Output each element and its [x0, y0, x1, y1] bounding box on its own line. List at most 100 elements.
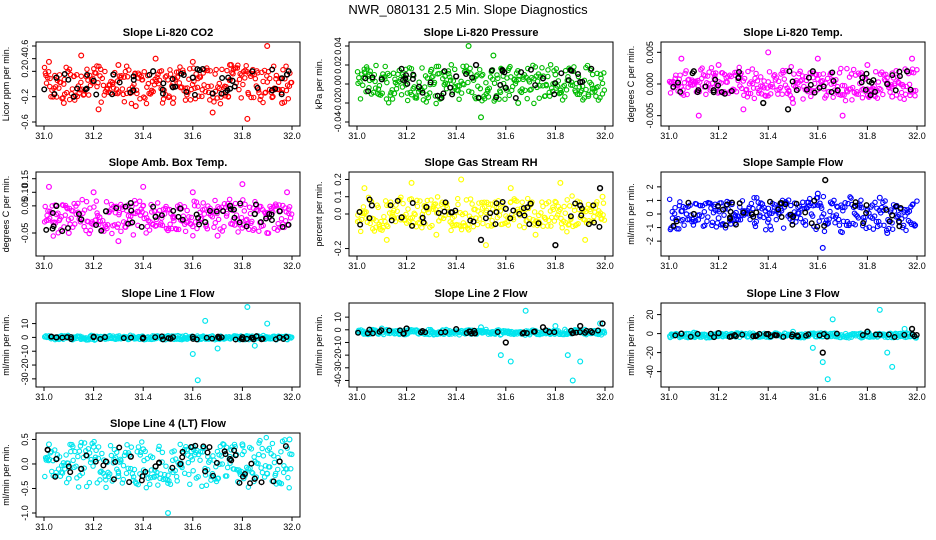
- data-point: [509, 83, 516, 90]
- data-point-black: [41, 86, 48, 93]
- data-point-black: [44, 446, 51, 453]
- y-axis-label: ml/min per min.: [1, 314, 11, 376]
- data-point-black: [535, 220, 542, 227]
- data-point-black: [911, 333, 918, 340]
- data-point-black: [833, 330, 840, 337]
- data-point: [912, 93, 918, 99]
- data-point: [125, 465, 131, 472]
- data-point: [100, 82, 107, 89]
- data-point: [423, 99, 430, 105]
- data-point: [515, 99, 522, 106]
- data-point: [740, 106, 747, 113]
- data-point: [756, 90, 762, 96]
- data-point-black: [721, 90, 728, 97]
- data-point: [203, 482, 210, 489]
- data-point: [754, 78, 761, 84]
- data-point: [387, 199, 394, 205]
- data-point: [124, 442, 130, 448]
- data-point: [846, 221, 852, 227]
- x-tick-label: 32.0: [908, 131, 926, 141]
- data-point: [814, 55, 821, 62]
- data-point: [718, 200, 725, 206]
- data-point: [84, 66, 90, 73]
- data-point: [745, 68, 751, 75]
- data-point: [160, 96, 167, 102]
- data-point: [192, 85, 198, 91]
- y-axis-label: percent per min.: [314, 181, 324, 246]
- data-point-black: [283, 334, 290, 341]
- data-point-black: [139, 335, 146, 342]
- data-point: [846, 335, 852, 341]
- data-point-black: [279, 75, 286, 82]
- data-point: [823, 93, 829, 99]
- data-point: [502, 96, 508, 102]
- data-point-black: [48, 333, 55, 340]
- data-point-black: [388, 217, 395, 224]
- data-point: [128, 100, 135, 107]
- data-point: [70, 443, 76, 450]
- y-tick-label: 0.10: [20, 184, 30, 202]
- data-point: [251, 454, 257, 460]
- data-point-black: [282, 443, 289, 450]
- data-point: [236, 86, 242, 93]
- data-point: [165, 510, 172, 517]
- data-point: [583, 86, 589, 93]
- data-point: [544, 223, 551, 229]
- data-point: [505, 222, 512, 228]
- data-point: [557, 179, 564, 186]
- data-point: [560, 84, 566, 90]
- data-point: [236, 76, 243, 83]
- data-point-black: [463, 330, 470, 337]
- data-point: [599, 80, 606, 87]
- data-point: [455, 201, 461, 208]
- y-tick-label: -0.04: [333, 112, 343, 133]
- data-point-black: [441, 68, 448, 75]
- data-point: [797, 78, 804, 84]
- data-point: [839, 112, 846, 119]
- data-point: [165, 472, 171, 479]
- data-point-black: [803, 86, 810, 93]
- data-point: [485, 223, 491, 229]
- data-point-black: [690, 210, 697, 218]
- data-point-black: [453, 73, 460, 80]
- data-point: [209, 213, 216, 220]
- data-point-black: [811, 197, 818, 204]
- data-point: [458, 226, 465, 233]
- data-point: [381, 213, 387, 220]
- data-point: [209, 109, 216, 116]
- data-point: [286, 210, 292, 217]
- data-point: [697, 202, 704, 209]
- data-point: [200, 200, 206, 206]
- data-point-black: [579, 78, 586, 85]
- data-point-black: [449, 91, 456, 98]
- chart-panel: Slope Li-820 Temp. degrees C per min. 31.0…: [626, 27, 926, 141]
- data-point: [564, 197, 570, 203]
- data-point-black: [531, 328, 538, 335]
- data-point: [421, 84, 428, 90]
- data-point: [249, 218, 255, 225]
- data-point-black: [590, 202, 597, 209]
- data-point-black: [159, 336, 166, 343]
- data-point-black: [420, 219, 427, 226]
- data-point: [557, 206, 563, 213]
- y-tick-label: -0.005: [645, 103, 655, 129]
- data-point: [495, 75, 501, 82]
- data-point: [190, 232, 196, 239]
- data-point: [494, 72, 500, 78]
- data-point-black: [53, 202, 60, 210]
- data-point: [482, 242, 489, 249]
- data-point-black: [674, 79, 681, 86]
- data-point-black: [169, 84, 177, 91]
- data-point: [563, 87, 570, 93]
- data-point: [270, 453, 277, 459]
- data-point: [120, 476, 127, 483]
- data-point: [107, 442, 114, 449]
- data-point: [483, 79, 489, 86]
- data-point-black: [362, 75, 369, 82]
- data-point: [425, 94, 432, 101]
- x-tick-label: 31.0: [35, 522, 53, 532]
- data-point: [532, 231, 539, 238]
- data-point: [448, 61, 455, 68]
- data-point: [70, 457, 76, 464]
- data-point: [204, 226, 211, 232]
